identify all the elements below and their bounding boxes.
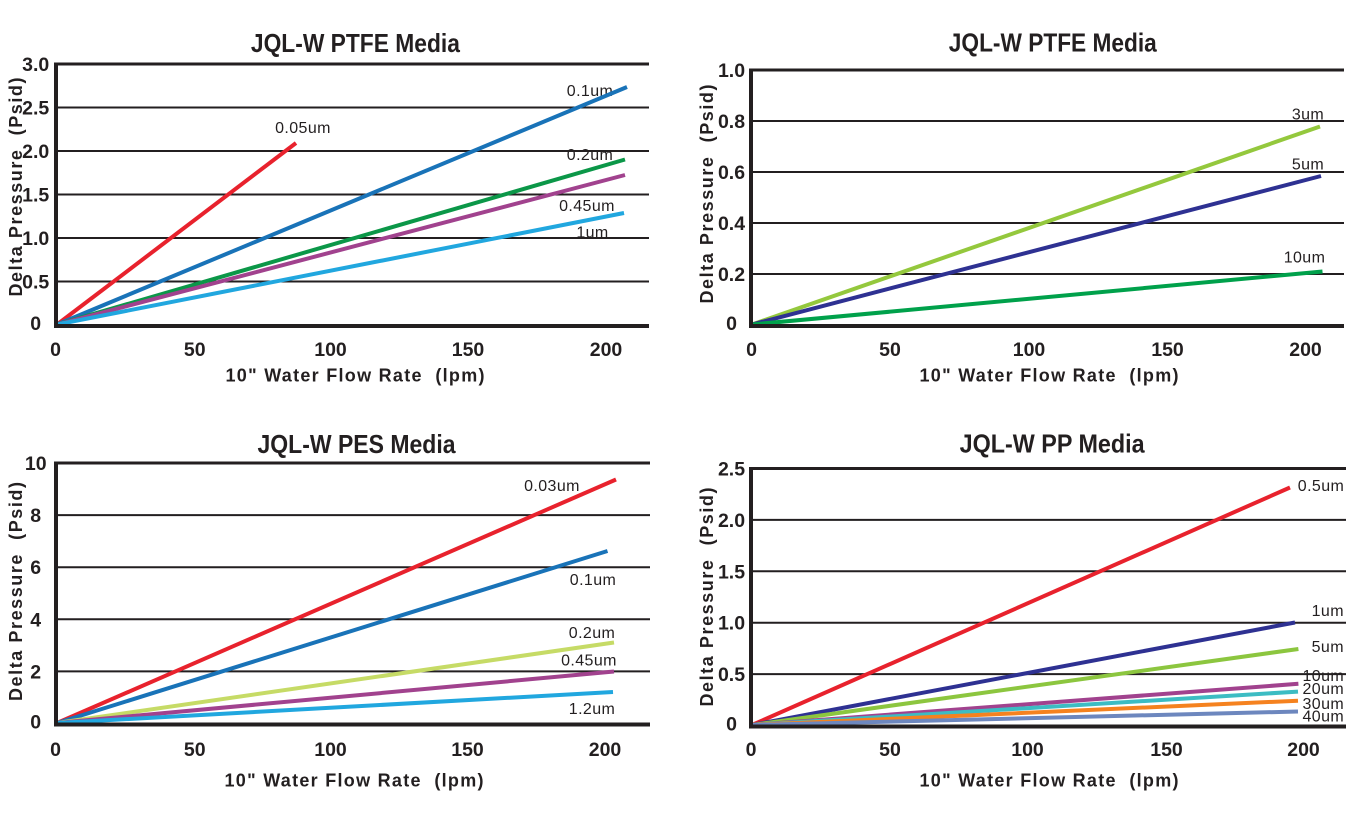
svg-text:150: 150: [1151, 339, 1184, 361]
svg-text:1.5: 1.5: [718, 561, 745, 583]
svg-text:20um: 20um: [1302, 681, 1344, 698]
svg-text:8: 8: [30, 505, 41, 527]
svg-text:1.5: 1.5: [22, 185, 49, 207]
svg-text:0.45um: 0.45um: [561, 652, 617, 669]
svg-text:0.03um: 0.03um: [524, 478, 580, 495]
svg-text:1.0: 1.0: [718, 60, 745, 82]
svg-text:4: 4: [30, 609, 41, 631]
svg-text:150: 150: [452, 339, 485, 361]
svg-text:0.5: 0.5: [718, 664, 745, 686]
svg-text:JQL-W PTFE Media: JQL-W PTFE Media: [251, 28, 460, 58]
svg-text:JQL-W PES Media: JQL-W PES Media: [258, 429, 456, 459]
svg-text:200: 200: [590, 339, 623, 361]
svg-text:100: 100: [1011, 739, 1044, 761]
svg-text:0.8: 0.8: [718, 111, 745, 133]
svg-text:1.0: 1.0: [718, 613, 745, 635]
svg-text:0: 0: [30, 313, 41, 335]
svg-text:10um: 10um: [1302, 668, 1344, 685]
svg-text:10" Water Flow Rate (lpm): 10" Water Flow Rate (lpm): [225, 770, 484, 790]
svg-text:JQL-W PTFE Media: JQL-W PTFE Media: [949, 28, 1157, 58]
svg-text:3.0: 3.0: [22, 54, 49, 76]
svg-text:50: 50: [184, 339, 206, 361]
svg-text:100: 100: [314, 339, 347, 361]
svg-text:0: 0: [726, 313, 737, 335]
svg-text:0.5um: 0.5um: [1298, 478, 1344, 495]
svg-text:Delta Pressure (Psid): Delta Pressure (Psid): [6, 482, 26, 701]
svg-text:Delta Pressure (Psid): Delta Pressure (Psid): [6, 78, 26, 297]
svg-text:3um: 3um: [1292, 106, 1324, 123]
svg-text:150: 150: [1150, 739, 1183, 761]
svg-text:10: 10: [25, 453, 47, 475]
svg-text:0.2: 0.2: [718, 264, 745, 286]
svg-text:0: 0: [50, 339, 61, 361]
svg-text:0: 0: [746, 739, 757, 761]
svg-text:0: 0: [746, 339, 757, 361]
svg-text:Delta Pressure (Psid): Delta Pressure (Psid): [697, 488, 717, 707]
svg-text:50: 50: [184, 739, 206, 761]
svg-text:10" Water Flow Rate (lpm): 10" Water Flow Rate (lpm): [920, 770, 1179, 790]
svg-text:0.6: 0.6: [718, 162, 745, 184]
svg-text:0.45um: 0.45um: [559, 198, 615, 215]
svg-text:0.1um: 0.1um: [570, 572, 616, 589]
svg-text:JQL-W PP Media: JQL-W PP Media: [960, 429, 1145, 459]
svg-text:1.0: 1.0: [22, 228, 49, 250]
svg-text:2.0: 2.0: [718, 510, 745, 532]
svg-text:0.5: 0.5: [22, 272, 49, 294]
svg-text:2.5: 2.5: [718, 459, 745, 481]
svg-text:50: 50: [879, 339, 901, 361]
svg-text:0.05um: 0.05um: [275, 120, 331, 137]
svg-text:1.2um: 1.2um: [569, 701, 615, 718]
svg-text:0.2um: 0.2um: [569, 625, 615, 642]
svg-text:2.5: 2.5: [22, 98, 49, 120]
svg-text:50: 50: [879, 739, 901, 761]
svg-text:200: 200: [1289, 339, 1322, 361]
svg-text:1um: 1um: [1312, 603, 1344, 620]
svg-text:2.0: 2.0: [22, 141, 49, 163]
svg-text:10um: 10um: [1284, 249, 1326, 266]
svg-text:0: 0: [30, 712, 41, 734]
svg-text:5um: 5um: [1292, 156, 1324, 173]
svg-text:0.2um: 0.2um: [567, 147, 613, 164]
svg-text:100: 100: [314, 739, 347, 761]
svg-text:0.4: 0.4: [718, 213, 745, 235]
svg-text:40um: 40um: [1302, 708, 1344, 725]
svg-text:100: 100: [1013, 339, 1046, 361]
svg-text:6: 6: [30, 557, 41, 579]
svg-text:5um: 5um: [1312, 639, 1344, 656]
svg-text:0: 0: [726, 714, 737, 736]
svg-text:200: 200: [1287, 739, 1320, 761]
svg-text:2: 2: [30, 661, 41, 683]
svg-text:0: 0: [50, 739, 61, 761]
svg-text:10" Water Flow Rate (lpm): 10" Water Flow Rate (lpm): [920, 366, 1179, 386]
svg-text:10" Water Flow Rate (lpm): 10" Water Flow Rate (lpm): [226, 366, 485, 386]
svg-text:Delta Pressure (Psid): Delta Pressure (Psid): [697, 85, 717, 304]
svg-text:150: 150: [451, 739, 484, 761]
svg-text:200: 200: [589, 739, 622, 761]
svg-text:30um: 30um: [1302, 696, 1344, 713]
